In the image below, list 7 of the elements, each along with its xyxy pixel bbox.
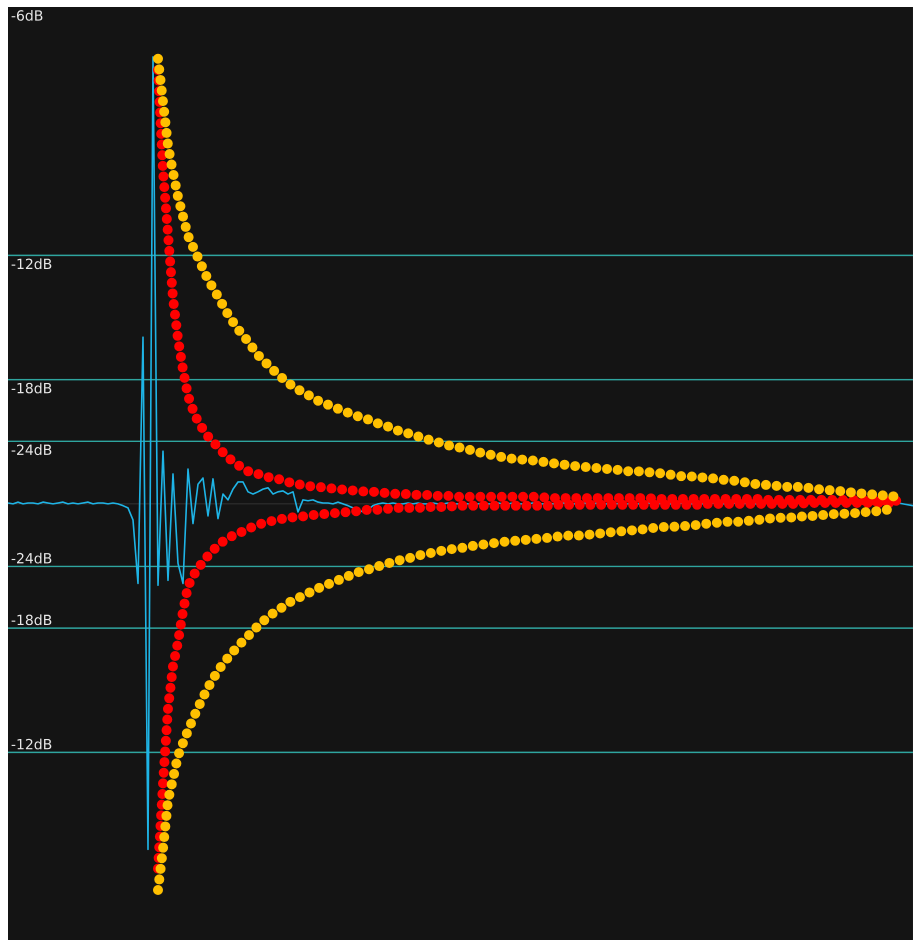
ref-line-label: -18dB	[12, 614, 52, 626]
ref-line-label: -24dB	[12, 552, 52, 564]
ref-line-label: -12dB	[12, 258, 52, 270]
ref-line-label: -24dB	[12, 444, 52, 456]
ref-line-label: -18dB	[12, 382, 52, 394]
text: -6dB	[12, 10, 42, 21]
ref-line-label: -12dB	[12, 738, 52, 750]
